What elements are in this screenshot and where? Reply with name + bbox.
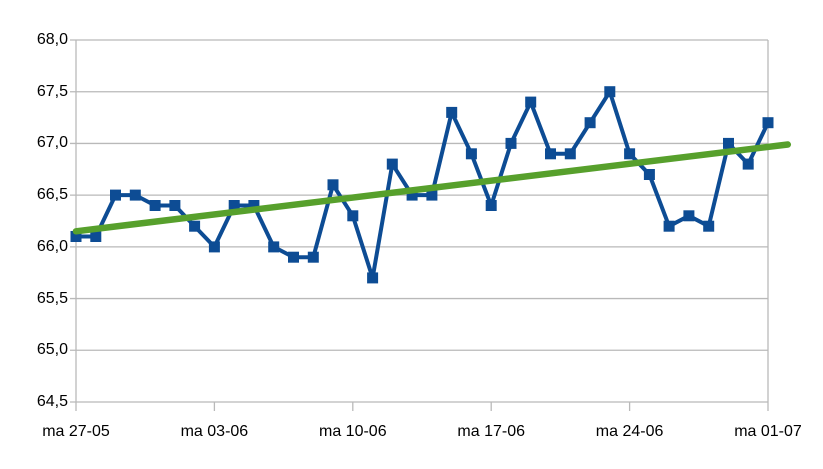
y-axis-tick-label: 68,0 [36,31,68,48]
data-point-marker [545,148,556,160]
data-point-marker [70,231,82,242]
data-point-marker [189,220,201,232]
data-point-marker [624,148,636,160]
data-point-marker [288,251,299,263]
data-point-marker [268,241,280,253]
data-point-marker [485,200,497,211]
y-axis-tick-label: 67,0 [36,134,68,152]
x-axis-tick-label: ma 01-07 [734,423,802,440]
y-axis-tick-label: 67,5 [36,82,68,100]
y-axis-tick-label: 66,5 [36,186,68,204]
data-point-marker [426,189,438,201]
y-axis-tick-label: 64,5 [36,393,68,410]
data-point-marker [525,96,537,108]
data-point-marker [663,220,675,232]
y-axis-tick-label: 66,0 [36,237,68,255]
x-axis-tick-label: ma 27-05 [42,423,110,440]
data-series-line [74,89,770,280]
data-point-marker [406,189,418,201]
data-point-marker [149,200,161,211]
data-point-marker [228,200,240,211]
data-point-marker [248,200,260,211]
data-point-marker [762,117,774,129]
data-point-marker [564,148,576,160]
data-point-marker [129,189,141,201]
data-point-marker [604,86,616,98]
data-point-marker [584,117,596,129]
x-axis-tick-label: ma 24-06 [595,423,664,440]
x-axis-tick-label: ma 10-06 [319,423,387,440]
data-point-marker [327,179,339,191]
trendline [72,141,792,235]
x-axis-tick-label: ma 03-06 [180,423,249,440]
data-point-marker [723,137,734,149]
data-point-marker [386,158,398,170]
y-axis-tick-label: 65,5 [36,289,68,307]
y-axis-tick-label: 65,0 [36,341,68,359]
data-point-marker [208,241,220,253]
data-point-marker [307,251,319,263]
data-point-marker [505,137,517,149]
data-point-marker [742,158,754,170]
data-point-marker [169,200,181,211]
x-axis-tick-label: ma 17-06 [457,423,525,440]
data-point-marker [703,220,715,232]
data-point-marker [446,106,458,118]
data-point-marker [465,148,477,160]
data-point-marker [90,231,102,242]
data-point-marker [347,210,359,222]
data-point-marker [110,189,121,201]
data-point-marker [683,210,695,222]
data-point-marker [643,169,655,180]
data-point-marker [367,272,379,284]
